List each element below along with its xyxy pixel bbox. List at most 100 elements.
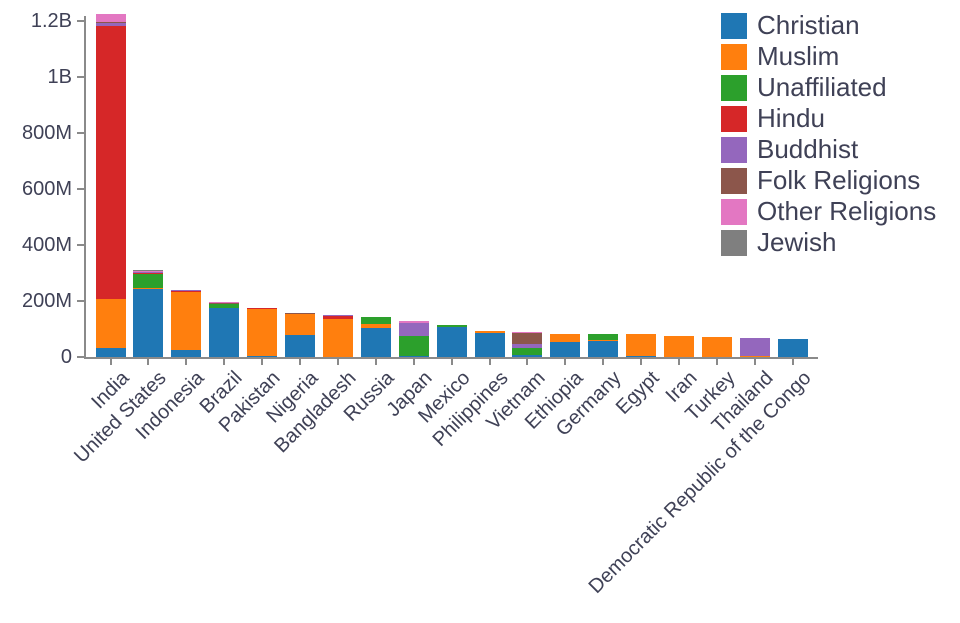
bar-segment-muslim[interactable] (702, 337, 732, 357)
legend-item-folk-religions[interactable]: Folk Religions (721, 165, 936, 196)
bar-segment-muslim[interactable] (323, 319, 353, 357)
bar-segment-unaffiliated[interactable] (512, 348, 542, 355)
bar-segment-unaffiliated[interactable] (399, 336, 429, 356)
y-tick-mark (77, 132, 84, 134)
legend-label: Buddhist (757, 134, 858, 165)
bar-turkey[interactable] (702, 337, 732, 357)
bar-segment-folk-religions[interactable] (512, 333, 542, 344)
legend-label: Christian (757, 10, 860, 41)
x-tick-mark (754, 359, 756, 365)
bar-segment-buddhist[interactable] (740, 338, 770, 356)
y-tick-mark (77, 20, 84, 22)
bar-egypt[interactable] (626, 334, 656, 357)
legend-label: Unaffiliated (757, 72, 887, 103)
bar-india[interactable] (96, 14, 126, 357)
y-tick-mark (77, 356, 84, 358)
bar-segment-muslim[interactable] (285, 314, 315, 335)
x-tick-mark (299, 359, 301, 365)
x-tick-mark (147, 359, 149, 365)
y-tick-mark (77, 244, 84, 246)
x-tick-mark (489, 359, 491, 365)
x-tick-mark (602, 359, 604, 365)
bar-democratic-republic-of-the-congo[interactable] (778, 339, 808, 357)
legend-item-christian[interactable]: Christian (721, 10, 936, 41)
bar-mexico[interactable] (437, 325, 467, 357)
y-axis-line (84, 16, 86, 359)
legend-label: Folk Religions (757, 165, 920, 196)
legend-item-buddhist[interactable]: Buddhist (721, 134, 936, 165)
bar-philippines[interactable] (475, 331, 505, 357)
legend-swatch-folk-religions-icon (721, 168, 747, 194)
x-tick-mark (413, 359, 415, 365)
y-tick-label: 400M (2, 235, 72, 255)
legend-swatch-buddhist-icon (721, 137, 747, 163)
bar-segment-other-religions[interactable] (96, 14, 126, 22)
x-tick-mark (110, 359, 112, 365)
legend-item-hindu[interactable]: Hindu (721, 103, 936, 134)
bar-vietnam[interactable] (512, 332, 542, 357)
legend-label: Other Religions (757, 196, 936, 227)
legend-item-other-religions[interactable]: Other Religions (721, 196, 936, 227)
x-tick-mark (185, 359, 187, 365)
y-tick-label: 200M (2, 291, 72, 311)
bar-segment-unaffiliated[interactable] (133, 274, 163, 288)
bar-segment-christian[interactable] (96, 348, 126, 357)
legend-swatch-hindu-icon (721, 106, 747, 132)
y-tick-label: 800M (2, 123, 72, 143)
bar-segment-christian[interactable] (361, 328, 391, 357)
legend-swatch-other-religions-icon (721, 199, 747, 225)
bar-bangladesh[interactable] (323, 315, 353, 357)
bar-segment-muslim[interactable] (247, 309, 277, 356)
bar-japan[interactable] (399, 321, 429, 357)
bar-segment-christian[interactable] (475, 333, 505, 357)
bar-ethiopia[interactable] (550, 334, 580, 357)
legend-swatch-muslim-icon (721, 44, 747, 70)
bar-germany[interactable] (588, 334, 618, 357)
legend-item-jewish[interactable]: Jewish (721, 227, 936, 258)
bar-segment-christian[interactable] (437, 327, 467, 357)
y-tick-mark (77, 188, 84, 190)
bar-segment-muslim[interactable] (626, 334, 656, 356)
x-tick-mark (526, 359, 528, 365)
y-tick-label: 600M (2, 179, 72, 199)
bar-segment-christian[interactable] (550, 342, 580, 357)
bar-segment-muslim[interactable] (96, 299, 126, 348)
x-tick-mark (223, 359, 225, 365)
y-tick-mark (77, 76, 84, 78)
x-tick-mark (261, 359, 263, 365)
bar-iran[interactable] (664, 336, 694, 357)
bar-russia[interactable] (361, 317, 391, 357)
bar-brazil[interactable] (209, 302, 239, 357)
legend-item-muslim[interactable]: Muslim (721, 41, 936, 72)
bar-segment-muslim[interactable] (664, 336, 694, 357)
x-tick-mark (451, 359, 453, 365)
y-tick-label: 1B (2, 67, 72, 87)
y-tick-mark (77, 300, 84, 302)
bar-segment-buddhist[interactable] (399, 323, 429, 336)
legend-item-unaffiliated[interactable]: Unaffiliated (721, 72, 936, 103)
bar-segment-christian[interactable] (209, 308, 239, 357)
x-tick-mark (337, 359, 339, 365)
bar-segment-christian[interactable] (133, 289, 163, 357)
bar-nigeria[interactable] (285, 313, 315, 357)
bar-segment-muslim[interactable] (550, 334, 580, 342)
bar-pakistan[interactable] (247, 308, 277, 357)
x-tick-mark (716, 359, 718, 365)
bar-segment-christian[interactable] (778, 339, 808, 357)
bar-united-states[interactable] (133, 270, 163, 357)
x-tick-mark (564, 359, 566, 365)
bar-segment-hindu[interactable] (96, 26, 126, 299)
bar-segment-muslim[interactable] (171, 292, 201, 351)
y-tick-label: 1.2B (2, 11, 72, 31)
bar-segment-christian[interactable] (285, 335, 315, 357)
x-tick-mark (640, 359, 642, 365)
bar-segment-christian[interactable] (588, 341, 618, 357)
bar-indonesia[interactable] (171, 290, 201, 357)
legend-label: Hindu (757, 103, 825, 134)
legend-swatch-christian-icon (721, 13, 747, 39)
x-tick-mark (792, 359, 794, 365)
bar-thailand[interactable] (740, 338, 770, 357)
bar-segment-christian[interactable] (171, 350, 201, 357)
legend-swatch-unaffiliated-icon (721, 75, 747, 101)
